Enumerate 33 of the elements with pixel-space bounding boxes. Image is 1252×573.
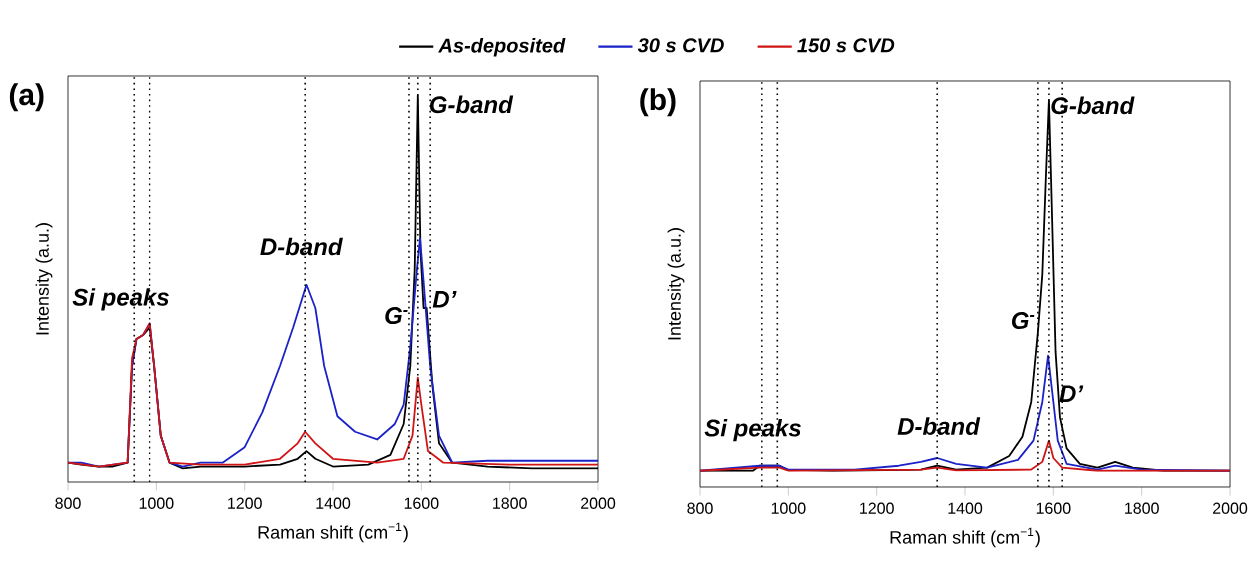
x-tick-label: 1400 bbox=[948, 502, 983, 514]
x-tick-label: 1600 bbox=[404, 497, 439, 509]
x-tick-label: 1400 bbox=[316, 497, 351, 509]
y-axis-title: Intensity (a.u.) bbox=[35, 223, 53, 335]
chart-title: (a) bbox=[9, 83, 44, 112]
chart-title: (b) bbox=[640, 88, 676, 117]
x-tick-label: 2000 bbox=[581, 497, 616, 509]
legend-label: As-deposited bbox=[438, 37, 566, 57]
annotation: D-band bbox=[897, 417, 981, 435]
annotation: D-band bbox=[260, 237, 343, 256]
x-axis-title: Raman shift (cm$^{−1}$) bbox=[890, 527, 1040, 548]
annotation: G$^{-}$ bbox=[385, 307, 408, 325]
annotation: G-band bbox=[1051, 96, 1135, 115]
legend-label: 150 s CVD bbox=[797, 38, 895, 53]
y-axis-title: Intensity (a.u.) bbox=[667, 228, 685, 340]
x-tick-label: 800 bbox=[687, 502, 713, 514]
x-tick-label: 1800 bbox=[1125, 502, 1159, 514]
x-tick-label: 1800 bbox=[493, 497, 527, 509]
annotation: Si peaks bbox=[72, 288, 169, 311]
legend-label: 30 s CVD bbox=[637, 38, 724, 53]
x-tick-label: 1200 bbox=[860, 502, 894, 514]
x-tick-label: 1000 bbox=[771, 502, 806, 514]
x-tick-label: 1600 bbox=[1036, 502, 1071, 514]
annotation: Si peaks bbox=[704, 418, 801, 442]
annotation: D’ bbox=[432, 291, 457, 308]
annotation: G-band bbox=[429, 95, 514, 114]
annotation: D’ bbox=[1059, 385, 1084, 402]
annotation: G$^{-}$ bbox=[1011, 312, 1035, 330]
x-tick-label: 800 bbox=[55, 497, 81, 509]
x-axis-title: Raman shift (cm$^{−1}$) bbox=[258, 522, 408, 543]
x-tick-label: 1200 bbox=[228, 497, 262, 509]
x-tick-label: 1000 bbox=[139, 497, 174, 509]
x-tick-label: 2000 bbox=[1213, 502, 1248, 514]
